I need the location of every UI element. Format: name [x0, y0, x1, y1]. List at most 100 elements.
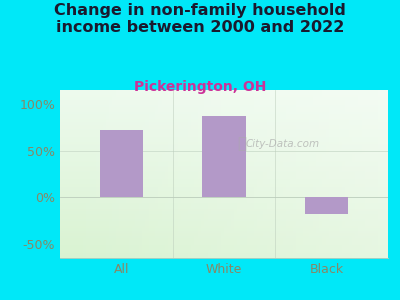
Bar: [202, 116, 246, 197]
Bar: [60, 146, 388, 147]
Text: Pickerington, OH: Pickerington, OH: [134, 80, 266, 94]
Bar: [60, 209, 388, 211]
Bar: [60, 188, 388, 189]
Bar: [60, 95, 388, 97]
Bar: [60, 194, 388, 196]
Bar: [60, 118, 388, 120]
Bar: [60, 233, 388, 235]
Bar: [60, 246, 388, 248]
Bar: [60, 250, 388, 251]
Bar: [60, 241, 388, 243]
Bar: [60, 137, 388, 139]
Bar: [60, 152, 388, 154]
Bar: [60, 169, 388, 171]
Bar: [60, 159, 388, 160]
Bar: [60, 134, 388, 135]
Bar: [60, 238, 388, 239]
Bar: [60, 184, 388, 186]
Bar: [60, 208, 388, 209]
Bar: [60, 214, 388, 216]
Bar: [60, 230, 388, 231]
Bar: [60, 167, 388, 169]
Bar: [60, 132, 388, 134]
Bar: [60, 130, 388, 132]
Bar: [60, 224, 388, 226]
Bar: [60, 221, 388, 223]
Bar: [60, 155, 388, 157]
Bar: [60, 204, 388, 206]
Bar: [60, 219, 388, 221]
Bar: [60, 97, 388, 98]
Bar: [60, 109, 388, 110]
Bar: [60, 199, 388, 201]
Bar: [60, 107, 388, 109]
Bar: [60, 162, 388, 164]
Bar: [60, 102, 388, 103]
Bar: [60, 236, 388, 238]
Bar: [60, 151, 388, 152]
Bar: [60, 144, 388, 146]
Bar: [60, 98, 388, 100]
Bar: [60, 110, 388, 112]
Bar: [60, 93, 388, 95]
Bar: [60, 129, 388, 130]
Bar: [60, 211, 388, 213]
Bar: [60, 179, 388, 181]
Bar: [60, 213, 388, 214]
Bar: [60, 92, 388, 93]
Bar: [60, 255, 388, 256]
Bar: [60, 139, 388, 140]
Bar: [60, 226, 388, 228]
Bar: [60, 201, 388, 202]
Bar: [60, 90, 388, 92]
Bar: [305, 197, 348, 214]
Bar: [60, 248, 388, 250]
Bar: [60, 244, 388, 246]
Bar: [60, 196, 388, 197]
Bar: [60, 117, 388, 118]
Bar: [60, 127, 388, 129]
Bar: [60, 206, 388, 208]
Bar: [60, 228, 388, 230]
Bar: [60, 103, 388, 105]
Bar: [100, 130, 143, 197]
Bar: [60, 105, 388, 107]
Bar: [60, 181, 388, 182]
Bar: [60, 115, 388, 117]
Bar: [60, 160, 388, 162]
Bar: [60, 197, 388, 199]
Bar: [60, 120, 388, 122]
Bar: [60, 124, 388, 125]
Bar: [60, 256, 388, 258]
Bar: [60, 164, 388, 166]
Bar: [60, 122, 388, 124]
Bar: [60, 182, 388, 184]
Bar: [60, 100, 388, 102]
Bar: [60, 157, 388, 159]
Text: City-Data.com: City-Data.com: [246, 139, 320, 149]
Bar: [60, 189, 388, 191]
Bar: [60, 171, 388, 172]
Text: ⌕: ⌕: [238, 136, 247, 151]
Bar: [60, 112, 388, 113]
Bar: [60, 235, 388, 236]
Bar: [60, 251, 388, 253]
Bar: [60, 186, 388, 188]
Bar: [60, 142, 388, 144]
Bar: [60, 231, 388, 233]
Bar: [60, 149, 388, 151]
Bar: [60, 154, 388, 155]
Bar: [60, 166, 388, 167]
Bar: [60, 172, 388, 174]
Bar: [60, 239, 388, 241]
Bar: [60, 191, 388, 193]
Bar: [60, 174, 388, 176]
Bar: [60, 140, 388, 142]
Bar: [60, 176, 388, 177]
Bar: [60, 218, 388, 219]
Bar: [60, 135, 388, 137]
Bar: [60, 223, 388, 224]
Bar: [60, 202, 388, 204]
Bar: [60, 125, 388, 127]
Bar: [60, 177, 388, 179]
